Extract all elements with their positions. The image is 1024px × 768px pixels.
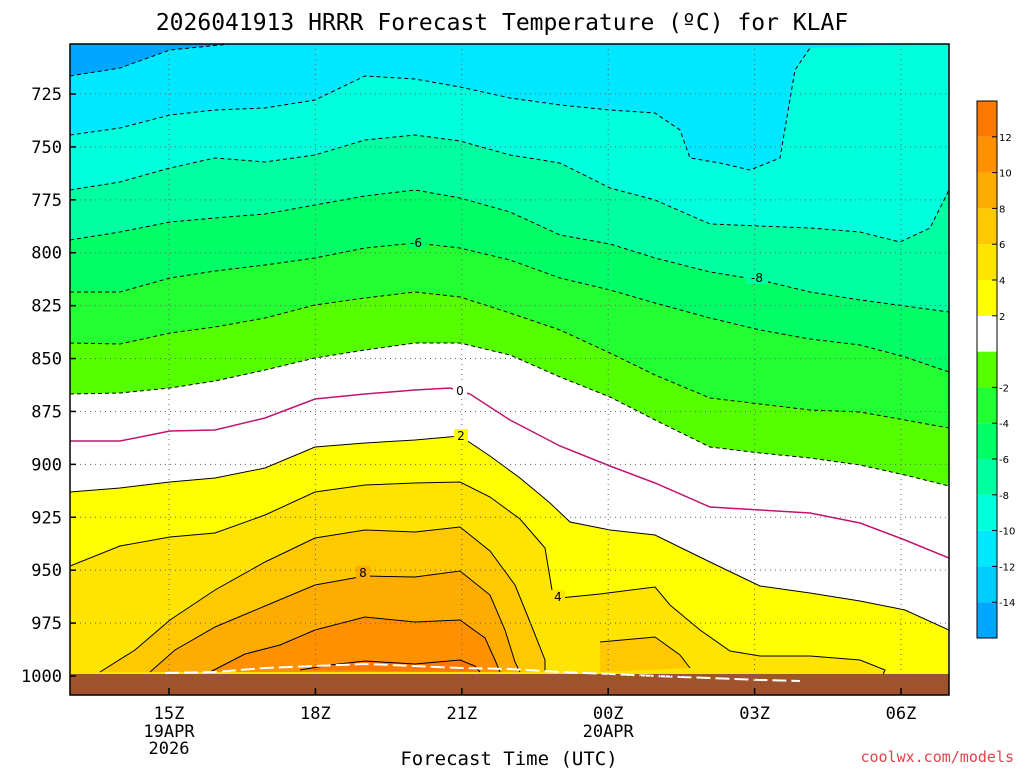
x-tick-label: 18Z — [300, 704, 331, 724]
y-tick-label: 800 — [31, 244, 62, 264]
y-tick-label: 950 — [31, 561, 62, 581]
y-tick-label: 825 — [31, 297, 62, 317]
zero-isotherm — [70, 387, 949, 559]
colorbar-tick-label: -10 — [999, 527, 1015, 538]
x-tick-label: 03Z — [739, 704, 770, 724]
colorbar-swatch — [977, 101, 997, 137]
colorbar-tick-label: -8 — [999, 491, 1009, 502]
colorbar-swatch — [977, 244, 997, 280]
colorbar-tick-label: 12 — [999, 133, 1012, 144]
colorbar-swatch — [977, 315, 997, 352]
band-neg12-to-neg14 — [300, 660, 480, 672]
colorbar-swatch — [977, 602, 997, 638]
x-tick-label: 06Z — [886, 704, 917, 724]
dashed-contours — [70, 44, 949, 487]
credit-text: coolwx.com/models — [860, 748, 1014, 766]
y-axis: 725 750 775 800 825 850 875 900 925 950 975 1000 — [21, 85, 76, 687]
y-tick-label: 850 — [31, 350, 62, 370]
contour-label-4: 4 — [554, 590, 562, 604]
x-tick-sublabel: 20APR — [583, 722, 635, 742]
colorbar-tick-label: 2 — [999, 312, 1005, 323]
y-tick-label: 750 — [31, 138, 62, 158]
colorbar-tick-label: -12 — [999, 562, 1015, 573]
grid — [70, 44, 949, 695]
plot-area — [70, 44, 949, 695]
colorbar-swatch — [977, 459, 997, 495]
x-axis-label: Forecast Time (UTC) — [400, 748, 617, 768]
y-tick-label: 775 — [31, 191, 62, 211]
x-tick-label: 21Z — [446, 704, 477, 724]
chart-title: 2026041913 HRRR Forecast Temperature (ºC… — [156, 10, 848, 36]
x-tick-label: 15Z — [154, 704, 185, 724]
y-tick-label: 975 — [31, 614, 62, 634]
solid-contours — [70, 435, 949, 683]
colorbar-tick-label: 8 — [999, 204, 1005, 215]
contour-label-0: 0 — [456, 384, 464, 398]
colorbar-swatch — [977, 530, 997, 567]
contour-label-2: 2 — [457, 429, 465, 443]
plot-frame — [69, 43, 950, 696]
colorbar-swatch — [977, 494, 997, 531]
colorbar-swatch — [977, 566, 997, 603]
y-tick-label: 1000 — [21, 667, 62, 687]
colorbar-swatch — [977, 136, 997, 173]
colorbar-swatch — [977, 280, 997, 316]
colorbar-tick-label: 10 — [999, 169, 1012, 180]
y-tick-label: 875 — [31, 402, 62, 422]
colorbar-tick-label: -14 — [999, 598, 1015, 609]
colorbar-tick-label: 6 — [999, 240, 1005, 251]
colorbar-tick-label: 4 — [999, 276, 1005, 287]
colorbar-swatch — [977, 351, 997, 388]
contour-label-neg8: -8 — [751, 271, 763, 285]
contour-label-neg6: -6 — [410, 236, 422, 250]
contour-labels: 8 4 2 0 -6 -8 — [356, 236, 768, 604]
colorbar-swatch — [977, 208, 997, 245]
colorbar-swatch — [977, 172, 997, 209]
x-tick-sublabel: 2026 — [149, 739, 190, 759]
x-tick-label: 00Z — [593, 704, 624, 724]
colorbar-tick-label: -2 — [999, 383, 1009, 394]
colorbar-swatch — [977, 423, 997, 459]
colorbar-tick-label: -4 — [999, 419, 1009, 430]
surface-dashes — [164, 662, 801, 682]
x-tick-sublabel: 19APR — [143, 722, 195, 742]
y-tick-label: 900 — [31, 455, 62, 475]
contour-label-8: 8 — [359, 566, 367, 580]
ground-band — [70, 674, 949, 695]
colorbar-swatch — [977, 387, 997, 424]
y-tick-label: 925 — [31, 508, 62, 528]
y-tick-label: 725 — [31, 85, 62, 105]
band-neg10-to-neg12 — [210, 617, 500, 672]
colorbar-tick-label: -6 — [999, 455, 1009, 466]
colorbar: 12 10 8 6 4 2 -2 -4 -6 -8 -10 -12 -14 — [976, 100, 1015, 639]
